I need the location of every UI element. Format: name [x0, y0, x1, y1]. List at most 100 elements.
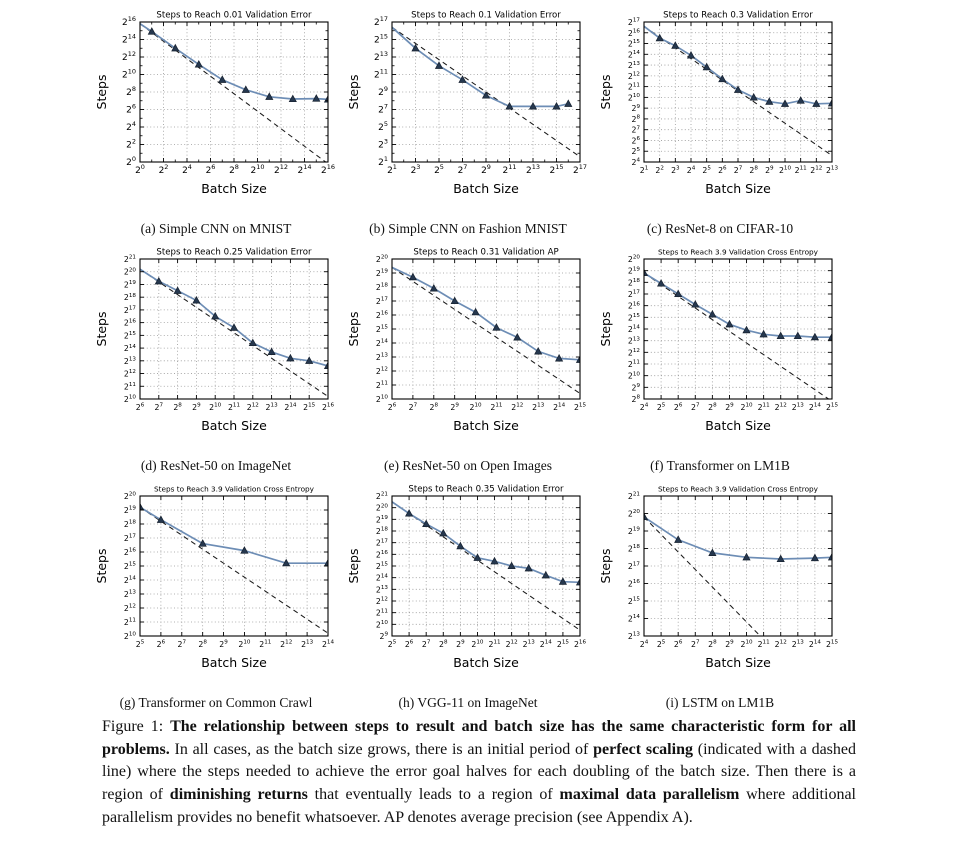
subplot-caption-g: (g) Transformer on Common Crawl	[119, 695, 313, 710]
svg-text:Batch Size: Batch Size	[201, 181, 267, 196]
svg-text:210: 210	[209, 403, 222, 412]
svg-text:210: 210	[122, 68, 136, 81]
svg-text:215: 215	[124, 562, 137, 571]
svg-text:215: 215	[826, 403, 839, 412]
svg-text:21: 21	[387, 163, 397, 176]
svg-text:218: 218	[124, 520, 137, 529]
svg-text:220: 220	[628, 509, 641, 518]
svg-text:27: 27	[691, 640, 700, 649]
svg-text:29: 29	[725, 640, 734, 649]
svg-text:26: 26	[388, 403, 397, 412]
svg-text:Steps: Steps	[600, 75, 613, 110]
svg-text:Steps: Steps	[96, 549, 109, 584]
svg-text:214: 214	[284, 403, 297, 412]
svg-text:27: 27	[178, 640, 187, 649]
svg-text:216: 216	[124, 318, 137, 327]
chart-svg-d: 26 27 28 29 210 211 212 213 214 215 216 210 211 212 21…	[94, 248, 334, 434]
svg-text:26: 26	[136, 403, 145, 412]
chart-svg-i: 24 25 26 27 28 29 210 211 212 213 214 215 213 214 215 2…	[598, 485, 839, 671]
svg-text:27: 27	[691, 403, 700, 412]
chart-canvas-f: 24 25 26 27 28 29 210 211 212 213 214 215 28 29 210 211…	[598, 245, 840, 445]
svg-text:217: 217	[376, 538, 389, 547]
svg-text:213: 213	[266, 403, 279, 412]
svg-text:212: 212	[124, 604, 136, 613]
svg-text:28: 28	[439, 640, 448, 649]
svg-text:Steps: Steps	[348, 75, 361, 110]
svg-text:Steps to Reach 3.9 Validation: Steps to Reach 3.9 Validation Cross Entr…	[658, 248, 819, 257]
subplot-g: 25 26 27 28 29 210 211 212 213 214 210 211 212 213 214…	[94, 482, 336, 711]
svg-text:217: 217	[124, 306, 137, 315]
subplot-caption-d: (d) ResNet-50 on ImageNet	[140, 458, 292, 473]
svg-text:212: 212	[810, 166, 822, 175]
svg-text:216: 216	[122, 15, 136, 28]
svg-text:28: 28	[126, 85, 136, 98]
svg-text:24: 24	[182, 163, 192, 176]
svg-text:215: 215	[826, 640, 839, 649]
svg-text:26: 26	[157, 640, 166, 649]
svg-text:Steps to Reach 0.25 Validation: Steps to Reach 0.25 Validation Error	[156, 248, 312, 258]
svg-text:215: 215	[124, 331, 137, 340]
svg-text:29: 29	[456, 640, 465, 649]
svg-text:26: 26	[405, 640, 414, 649]
svg-text:216: 216	[574, 640, 587, 649]
svg-text:25: 25	[136, 640, 145, 649]
svg-text:211: 211	[758, 403, 771, 412]
subplot-caption-f: (f) Transformer on LM1B	[650, 458, 790, 473]
svg-text:213: 213	[526, 163, 540, 176]
svg-text:Steps: Steps	[348, 549, 361, 584]
svg-text:25: 25	[657, 403, 666, 412]
svg-text:29: 29	[219, 640, 228, 649]
svg-text:213: 213	[124, 357, 137, 366]
svg-text:211: 211	[502, 163, 516, 176]
svg-text:211: 211	[259, 640, 272, 649]
svg-text:215: 215	[628, 39, 641, 48]
svg-text:Steps: Steps	[600, 549, 613, 584]
subplot-f: 24 25 26 27 28 29 210 211 212 213 214 215 28 29 210 211…	[598, 245, 840, 474]
svg-text:214: 214	[322, 640, 335, 649]
svg-text:28: 28	[631, 115, 640, 124]
svg-text:22: 22	[159, 163, 169, 176]
svg-text:213: 213	[628, 632, 641, 641]
svg-text:214: 214	[809, 403, 822, 412]
subplot-caption-a: (a) Simple CNN on MNIST	[140, 221, 292, 236]
svg-text:212: 212	[506, 640, 518, 649]
svg-text:29: 29	[379, 632, 388, 641]
svg-text:29: 29	[192, 403, 201, 412]
svg-text:214: 214	[628, 614, 641, 623]
svg-text:215: 215	[557, 640, 570, 649]
svg-text:215: 215	[628, 597, 641, 606]
subplot-a: 20 22 24 26 28 210 212 214 216 20 22 24 26 28 210 212 21…	[94, 8, 336, 237]
svg-text:27: 27	[458, 163, 468, 176]
svg-text:215: 215	[374, 33, 388, 46]
subplot-i: 24 25 26 27 28 29 210 211 212 213 214 215 213 214 215 2…	[598, 482, 840, 711]
svg-text:212: 212	[628, 72, 640, 81]
svg-text:213: 213	[792, 403, 805, 412]
chart-canvas-c: 21 22 23 24 25 26 27 28 29 210 211 212 213 24 25 26 27 28…	[598, 8, 840, 208]
svg-text:25: 25	[631, 147, 640, 156]
svg-text:213: 213	[826, 166, 839, 175]
svg-text:219: 219	[628, 266, 641, 275]
subplot-e: 26 27 28 29 210 211 212 213 214 215 210 211 212 213 21…	[346, 245, 588, 474]
svg-text:29: 29	[631, 104, 640, 113]
svg-text:211: 211	[628, 360, 641, 369]
svg-text:212: 212	[122, 50, 136, 63]
svg-text:214: 214	[124, 576, 137, 585]
svg-text:212: 212	[274, 163, 288, 176]
svg-text:218: 218	[124, 293, 137, 302]
subplot-h: 25 26 27 28 29 210 211 212 213 214 215 216 29 210 211 2…	[346, 482, 588, 711]
subplot-caption-c: (c) ResNet-8 on CIFAR-10	[646, 221, 794, 236]
svg-text:216: 216	[376, 550, 389, 559]
svg-text:211: 211	[795, 166, 808, 175]
svg-text:24: 24	[126, 120, 136, 133]
svg-text:21: 21	[378, 155, 388, 168]
svg-text:26: 26	[674, 640, 683, 649]
svg-text:211: 211	[490, 403, 503, 412]
svg-text:216: 216	[628, 301, 641, 310]
svg-text:Batch Size: Batch Size	[201, 418, 267, 433]
svg-text:213: 213	[792, 640, 805, 649]
svg-text:212: 212	[511, 403, 523, 412]
chart-svg-c: 21 22 23 24 25 26 27 28 29 210 211 212 2132425262728…	[598, 11, 839, 197]
svg-text:212: 212	[247, 403, 259, 412]
svg-text:27: 27	[378, 103, 388, 116]
